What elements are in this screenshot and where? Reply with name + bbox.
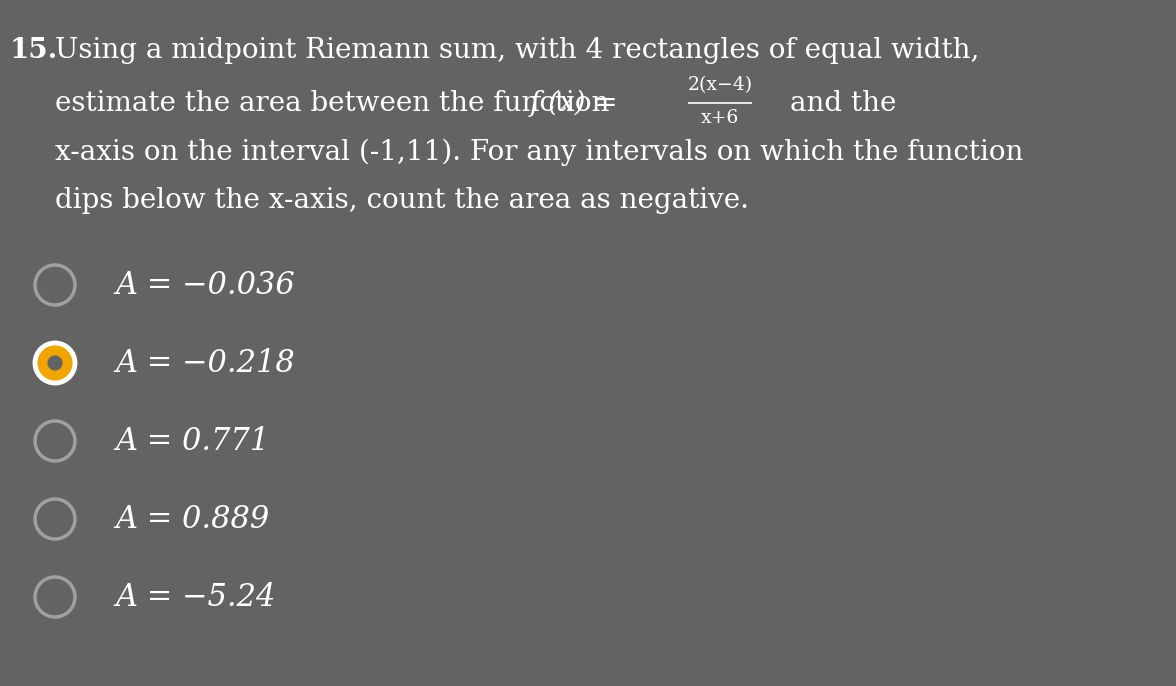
Text: x-axis on the interval (-1,11). For any intervals on which the function: x-axis on the interval (-1,11). For any … <box>55 139 1023 166</box>
Text: A = 0.771: A = 0.771 <box>115 425 269 456</box>
Text: A = 0.889: A = 0.889 <box>115 504 269 534</box>
Text: and the: and the <box>790 89 896 117</box>
Text: Using a midpoint Riemann sum, with 4 rectangles of equal width,: Using a midpoint Riemann sum, with 4 rec… <box>55 36 980 64</box>
Text: A = −5.24: A = −5.24 <box>115 582 275 613</box>
Text: A = −0.036: A = −0.036 <box>115 270 295 300</box>
Circle shape <box>35 343 75 383</box>
Text: dips below the x-axis, count the area as negative.: dips below the x-axis, count the area as… <box>55 187 749 213</box>
Text: 15.: 15. <box>11 36 59 64</box>
Circle shape <box>47 355 62 370</box>
Text: estimate the area between the function: estimate the area between the function <box>55 89 623 117</box>
Text: x+6: x+6 <box>701 109 740 127</box>
Text: 2(x−4): 2(x−4) <box>688 76 753 94</box>
Text: A = −0.218: A = −0.218 <box>115 348 295 379</box>
Text: f (x) =: f (x) = <box>530 89 619 117</box>
